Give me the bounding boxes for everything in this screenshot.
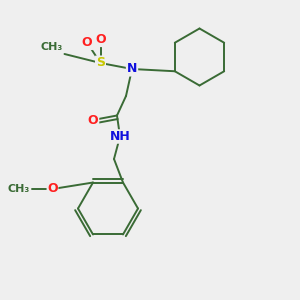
- Text: NH: NH: [110, 130, 130, 143]
- Text: O: O: [95, 33, 106, 46]
- Text: O: O: [47, 182, 58, 196]
- Text: O: O: [88, 113, 98, 127]
- Text: N: N: [127, 62, 137, 76]
- Text: CH₃: CH₃: [41, 43, 63, 52]
- Text: CH₃: CH₃: [8, 184, 30, 194]
- Text: S: S: [96, 56, 105, 70]
- Text: O: O: [82, 36, 92, 49]
